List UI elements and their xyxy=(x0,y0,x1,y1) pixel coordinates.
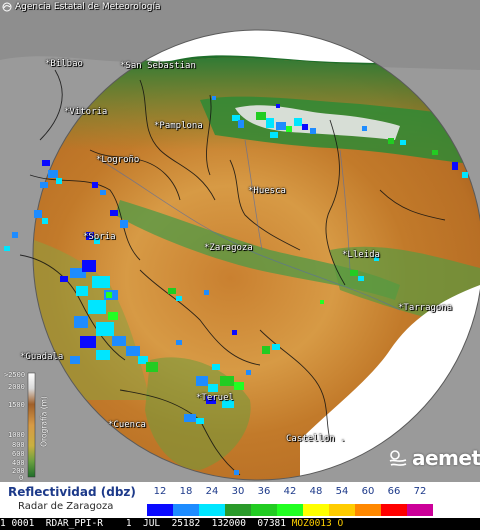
reflectivity-legend: Reflectividad (dbz) Radar de Zaragoza 12… xyxy=(0,482,480,518)
status-text: 1 0001 RDAR_PPI-R 1 JUL 25182 132000 073… xyxy=(0,518,292,529)
aemet-logo: aemet xyxy=(388,446,480,470)
status-tail: MOZ0013 O xyxy=(291,518,344,529)
legend-swatch: 72 xyxy=(407,485,433,516)
legend-color-box xyxy=(277,504,303,516)
legend-value: 60 xyxy=(361,486,375,497)
city-label: *Lleida xyxy=(342,250,380,260)
legend-swatch: 12 xyxy=(147,485,173,516)
legend-value: 54 xyxy=(335,486,349,497)
elev-label: 200 xyxy=(12,467,25,475)
elev-label: 800 xyxy=(12,441,25,449)
legend-color-box xyxy=(251,504,277,516)
weather-sun-icon xyxy=(2,2,12,12)
legend-color-box xyxy=(173,504,199,516)
aemet-logo-icon xyxy=(389,450,407,466)
elev-label: >2500 xyxy=(4,371,26,379)
city-label: *Pamplona xyxy=(154,121,203,131)
legend-value: 24 xyxy=(205,486,219,497)
legend-value: 66 xyxy=(387,486,401,497)
legend-color-box xyxy=(381,504,407,516)
legend-color-box xyxy=(147,504,173,516)
elev-label: 0 xyxy=(19,474,24,482)
elevation-title: Orografía (m) xyxy=(39,396,49,447)
legend-swatch: 42 xyxy=(277,485,303,516)
legend-swatch: 66 xyxy=(381,485,407,516)
reflectivity-scale: 12 18 24 30 36 42 48 54 60 66 72 xyxy=(147,485,433,516)
radar-echoes xyxy=(4,96,468,475)
elevation-scale xyxy=(27,372,36,478)
legend-swatch: 18 xyxy=(173,485,199,516)
city-label: *San Sebastian xyxy=(120,61,196,71)
legend-swatch: 54 xyxy=(329,485,355,516)
city-label: Castellon . xyxy=(286,434,346,444)
city-label: *Huesca xyxy=(248,186,286,196)
legend-color-box xyxy=(303,504,329,516)
legend-value: 18 xyxy=(179,486,193,497)
legend-value: 42 xyxy=(283,486,297,497)
city-label: *Guadala xyxy=(20,352,64,362)
city-label: *Vitoria xyxy=(64,107,108,117)
elev-label: 1500 xyxy=(8,401,25,409)
legend-swatch: 24 xyxy=(199,485,225,516)
city-label: *Zaragoza xyxy=(204,243,253,253)
agency-name: Agencia Estatal de Meteorología xyxy=(15,2,161,12)
aemet-wordmark: aemet xyxy=(412,446,480,470)
legend-swatch: 48 xyxy=(303,485,329,516)
legend-value: 30 xyxy=(231,486,245,497)
city-label: *Cuenca xyxy=(108,420,146,430)
legend-color-box xyxy=(355,504,381,516)
legend-value: 12 xyxy=(153,486,167,497)
legend-value: 36 xyxy=(257,486,271,497)
legend-color-box xyxy=(199,504,225,516)
legend-title: Reflectividad (dbz) xyxy=(8,485,136,499)
legend-color-box xyxy=(407,504,433,516)
legend-swatch: 60 xyxy=(355,485,381,516)
radar-map xyxy=(0,0,480,482)
city-label: *Tarragona xyxy=(398,303,453,313)
legend-value: 48 xyxy=(309,486,323,497)
elev-label: 400 xyxy=(12,459,25,467)
legend-swatch: 36 xyxy=(251,485,277,516)
elev-label: 600 xyxy=(12,450,25,458)
city-label: *Bilbao xyxy=(45,59,83,69)
city-label: *Teruel xyxy=(196,393,234,403)
city-label: *Soria xyxy=(83,232,116,242)
agency-header: Agencia Estatal de Meteorología xyxy=(2,2,161,12)
legend-swatch: 30 xyxy=(225,485,251,516)
city-label: *Logroño xyxy=(96,155,140,165)
legend-color-box xyxy=(225,504,251,516)
legend-value: 72 xyxy=(413,486,427,497)
elev-label: 1000 xyxy=(8,431,25,439)
status-bar: 1 0001 RDAR_PPI-R 1 JUL 25182 132000 073… xyxy=(0,518,480,530)
legend-color-box xyxy=(329,504,355,516)
legend-subtitle: Radar de Zaragoza xyxy=(18,501,114,512)
elev-label: 2000 xyxy=(8,383,25,391)
